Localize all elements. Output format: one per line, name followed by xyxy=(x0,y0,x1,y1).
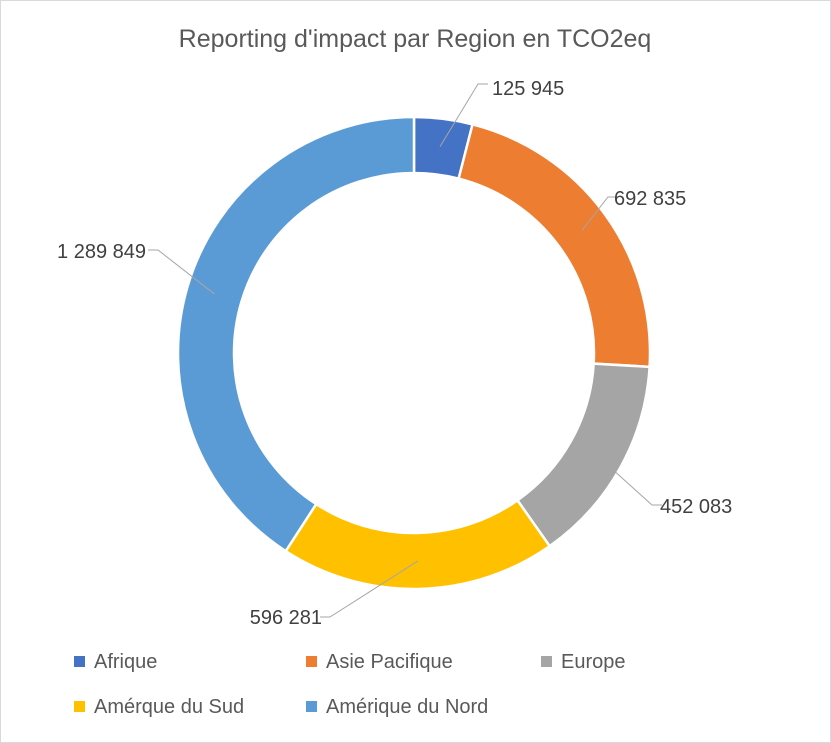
leader-line xyxy=(581,196,618,231)
data-label: 452 083 xyxy=(660,496,732,518)
legend-item[interactable]: Afrique xyxy=(74,651,157,673)
legend-label: Amérique du Nord xyxy=(326,696,488,718)
leader-line xyxy=(595,453,662,506)
data-label: 596 281 xyxy=(250,607,322,629)
legend-label: Europe xyxy=(561,651,626,673)
legend-swatch xyxy=(306,656,317,667)
legend-swatch xyxy=(541,656,552,667)
leader-line xyxy=(148,249,215,295)
leader-line xyxy=(320,560,419,618)
legend-item[interactable]: Europe xyxy=(541,651,626,673)
legend-item[interactable]: Asie Pacifique xyxy=(306,651,453,673)
legend-swatch xyxy=(74,656,85,667)
slice-amérque-du-sud[interactable] xyxy=(284,498,552,591)
slice-europe[interactable] xyxy=(515,362,651,548)
legend-label: Asie Pacifique xyxy=(326,651,453,673)
legend-swatch xyxy=(74,701,85,712)
legend-item[interactable]: Amérque du Sud xyxy=(74,696,244,718)
chart-title: Reporting d'impact par Region en TCO2eq xyxy=(179,25,652,53)
legend-swatch xyxy=(306,701,317,712)
legend-label: Amérque du Sud xyxy=(94,696,244,718)
legend-item[interactable]: Amérique du Nord xyxy=(306,696,488,718)
data-label: 125 945 xyxy=(492,78,564,100)
legend-label: Afrique xyxy=(94,651,157,673)
slice-amérique-du-nord[interactable] xyxy=(176,115,416,553)
data-label: 1 289 849 xyxy=(57,241,146,263)
leader-line xyxy=(439,83,488,147)
slice-asie-pacifique[interactable] xyxy=(457,122,652,369)
data-label: 692 835 xyxy=(614,188,686,210)
